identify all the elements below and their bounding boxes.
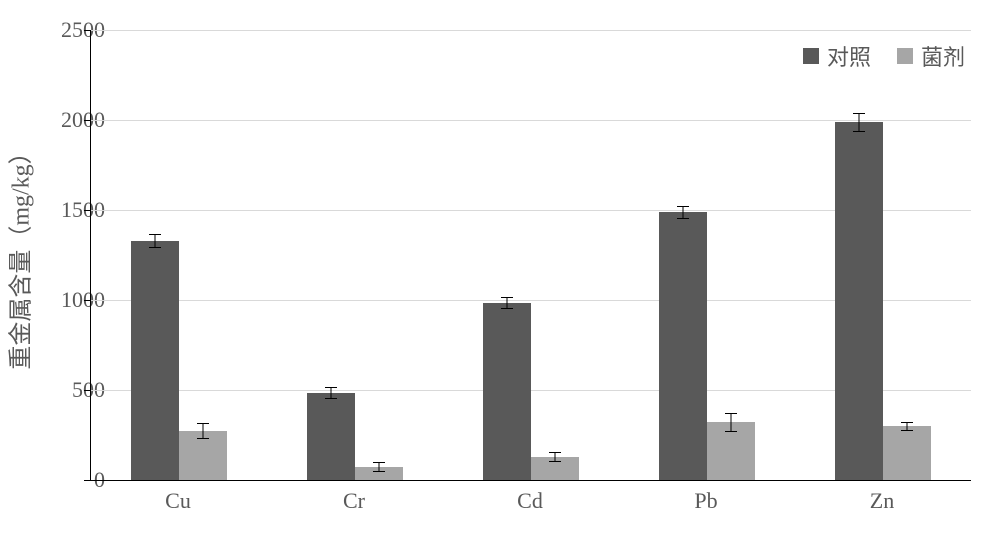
- y-tick-mark: [84, 390, 91, 391]
- gridline: [91, 30, 971, 31]
- y-tick-mark: [84, 480, 91, 481]
- bar: [835, 122, 883, 480]
- legend-item-agent: 菌剂: [897, 40, 965, 72]
- legend-label-control: 对照: [827, 40, 871, 72]
- legend-swatch-agent: [897, 48, 913, 64]
- bar: [883, 426, 931, 480]
- plot-area: [90, 30, 971, 481]
- legend-item-control: 对照: [803, 40, 871, 72]
- y-tick-mark: [84, 300, 91, 301]
- legend-swatch-control: [803, 48, 819, 64]
- y-axis-title: 重金属含量（mg/kg）: [1, 140, 36, 369]
- y-tick-mark: [84, 210, 91, 211]
- y-tick-mark: [84, 120, 91, 121]
- bar: [131, 241, 179, 480]
- x-tick-label: Cu: [165, 488, 191, 514]
- legend: 对照 菌剂: [803, 40, 965, 72]
- bar: [307, 393, 355, 480]
- x-tick-label: Cd: [517, 488, 543, 514]
- legend-label-agent: 菌剂: [921, 40, 965, 72]
- x-tick-label: Cr: [343, 488, 365, 514]
- bar: [483, 303, 531, 480]
- chart-container: 重金属含量（mg/kg） 05001000150020002500 CuCrCd…: [0, 0, 1000, 538]
- bar: [659, 212, 707, 480]
- y-tick-mark: [84, 30, 91, 31]
- x-tick-label: Zn: [870, 488, 894, 514]
- x-tick-label: Pb: [694, 488, 717, 514]
